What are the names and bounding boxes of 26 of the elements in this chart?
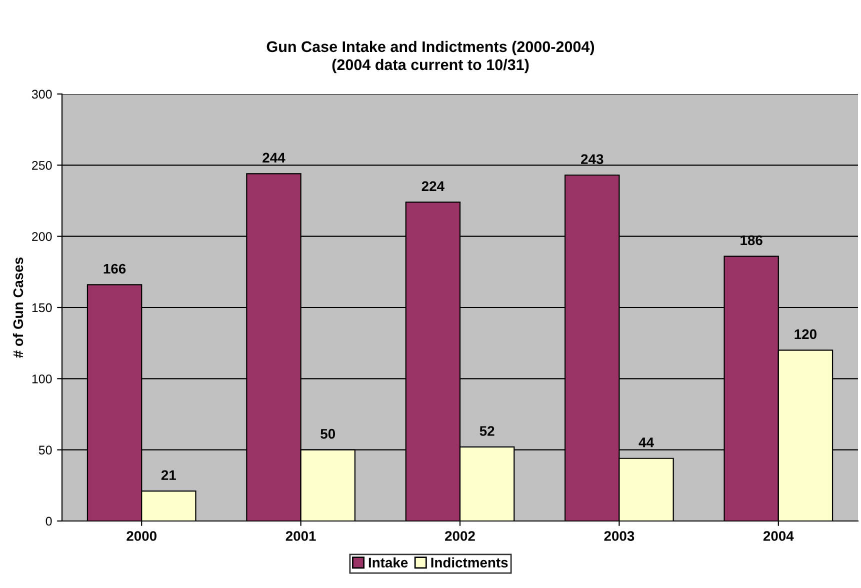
chart-title: Gun Case Intake and Indictments (2000-2004) <box>266 40 594 56</box>
data-label: 243 <box>581 154 604 164</box>
data-label: 44 <box>638 438 654 448</box>
x-tick-label: 2003 <box>604 531 634 541</box>
y-tick-label: 100 <box>32 374 52 384</box>
x-tick-label: 2000 <box>126 531 156 541</box>
data-label: 166 <box>104 264 126 274</box>
data-label: 120 <box>794 329 816 340</box>
chart-subtitle: (2004 data current to 10/31) <box>332 58 529 74</box>
y-tick-label: 50 <box>38 446 52 454</box>
x-tick-label: 2001 <box>286 531 316 541</box>
y-tick-label: 250 <box>32 160 52 170</box>
legend-label: Indictments <box>431 557 508 568</box>
x-tick-label: 2004 <box>763 531 794 541</box>
legend-label: Intake <box>368 557 408 568</box>
x-tick-label: 2002 <box>445 531 475 541</box>
y-tick-label: 150 <box>32 303 52 312</box>
data-label: 21 <box>161 470 176 480</box>
y-axis-title: # of Gun Cases <box>12 258 24 358</box>
data-label: 52 <box>480 426 494 436</box>
y-tick-label: 300 <box>32 90 52 99</box>
data-label: 244 <box>262 152 286 162</box>
data-label: 50 <box>320 428 336 439</box>
data-label: 224 <box>422 181 444 191</box>
y-tick-label: 200 <box>32 232 52 241</box>
y-tick-label: 0 <box>46 516 52 526</box>
